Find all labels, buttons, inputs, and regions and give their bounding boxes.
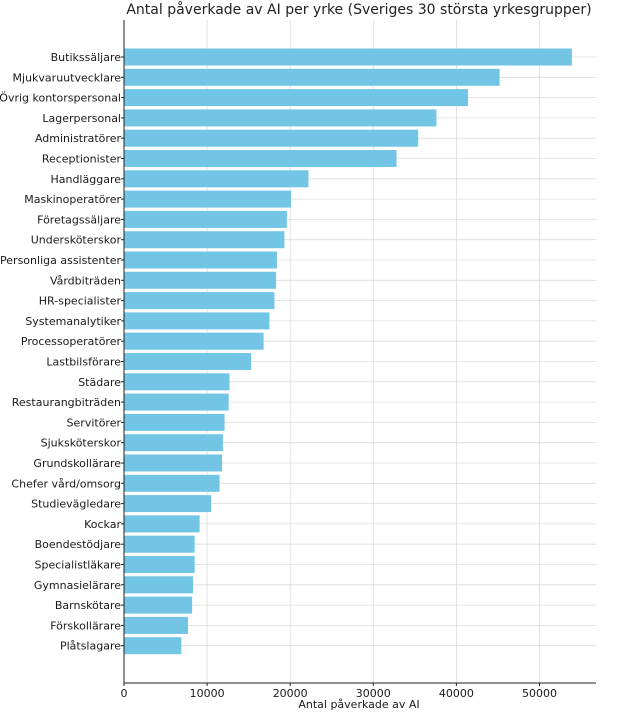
category-label: Undersköterskor: [31, 234, 122, 247]
category-label: Restaurangbiträden: [12, 396, 121, 409]
bar: [124, 231, 285, 249]
category-label: Chefer vård/omsorg: [11, 477, 121, 490]
category-label: Företagssäljare: [37, 213, 121, 226]
category-label: Maskinoperatörer: [24, 193, 121, 206]
bar: [124, 68, 500, 86]
bar: [124, 89, 469, 107]
category-label: Sjuksköterskor: [41, 437, 122, 450]
category-label: Handläggare: [50, 173, 121, 186]
bar: [124, 129, 419, 147]
category-label: Lagerpersonal: [42, 112, 121, 125]
category-label: Processoperatörer: [21, 335, 122, 348]
x-tick-label: 30000: [356, 687, 391, 700]
chart-title: Antal påverkade av AI per yrke (Sveriges…: [126, 1, 591, 18]
bar: [124, 454, 223, 472]
category-label: Grundskollärare: [33, 457, 121, 470]
bar: [124, 474, 220, 492]
bar: [124, 434, 223, 452]
bar: [124, 413, 225, 431]
category-label: Butikssäljare: [51, 51, 122, 64]
category-label: Servitörer: [67, 416, 122, 429]
x-axis-label: Antal påverkade av AI: [298, 698, 419, 711]
bar: [124, 210, 287, 228]
category-label: Barnskötare: [55, 599, 121, 612]
bar: [124, 292, 275, 310]
category-labels: Butikssäljare Mjukvaruutvecklare Övrig kon…: [0, 51, 124, 653]
category-label: Specialistläkare: [35, 559, 122, 572]
bar: [124, 495, 212, 513]
x-tick-labels: 0 10000 20000 30000 40000 50000: [121, 683, 557, 700]
category-label: HR-specialister: [39, 295, 122, 308]
bar: [124, 150, 397, 167]
category-label: Mjukvaruutvecklare: [13, 71, 122, 84]
category-label: Lastbilsförare: [46, 356, 121, 369]
bar: [124, 637, 182, 655]
category-label: Förskollärare: [50, 619, 121, 632]
category-label: Studievägledare: [31, 498, 121, 511]
x-tick-label: 20000: [273, 687, 308, 700]
bar: [124, 535, 195, 553]
x-tick-label: 0: [121, 687, 128, 700]
bar: [124, 251, 277, 269]
category-label: Kockar: [84, 518, 121, 531]
category-label: Systemanalytiker: [25, 315, 121, 328]
bars: [124, 48, 572, 655]
bar: [124, 48, 572, 66]
x-tick-label: 40000: [439, 687, 474, 700]
category-label: Receptionister: [42, 153, 122, 166]
bar: [124, 393, 229, 411]
bar: [124, 332, 264, 350]
bar: [124, 271, 277, 289]
bar: [124, 353, 252, 370]
category-label: Övrig kontorspersonal: [0, 92, 121, 105]
bar: [124, 616, 188, 634]
category-label: Administratörer: [35, 132, 122, 145]
x-tick-label: 50000: [522, 687, 557, 700]
category-label: Boendestödjare: [35, 538, 122, 551]
category-label: Plåtslagare: [60, 640, 121, 653]
bar: [124, 109, 437, 127]
x-tick-label: 10000: [190, 687, 225, 700]
bar: [124, 312, 270, 330]
bar: [124, 556, 195, 573]
category-label: Gymnasielärare: [34, 579, 121, 592]
bar: [124, 373, 230, 391]
bar: [124, 576, 193, 594]
category-label: Personliga assistenter: [0, 254, 121, 267]
bar: [124, 190, 292, 208]
bar: [124, 596, 193, 614]
category-label: Vårdbiträden: [50, 274, 121, 287]
bar: [124, 170, 309, 188]
category-label: Städare: [78, 376, 121, 389]
bar: [124, 515, 200, 533]
